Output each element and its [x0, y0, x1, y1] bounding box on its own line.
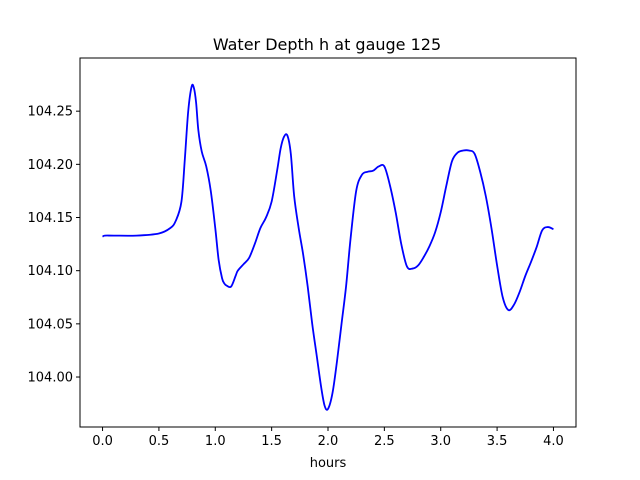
x-tick-label: 4.0	[543, 434, 564, 449]
series-layer	[102, 83, 554, 411]
x-tick-label: 1.0	[205, 434, 226, 449]
x-tick-label: 0.5	[149, 434, 170, 449]
x-tick-label: 3.0	[430, 434, 451, 449]
y-tick-label: 104.05	[28, 317, 74, 332]
y-tick-label: 104.00	[28, 371, 74, 386]
y-tick-label: 104.25	[28, 105, 74, 120]
plot-area	[79, 57, 577, 428]
x-axis-label: hours	[310, 456, 347, 471]
x-axis: 0.0 0.5 1.0 1.5 2.0 2.5 3.0 3.5 4.0	[92, 427, 564, 449]
y-tick-label: 104.15	[28, 211, 74, 226]
y-tick-label: 104.10	[28, 264, 74, 279]
x-tick-label: 2.0	[318, 434, 339, 449]
x-tick-label: 0.0	[92, 434, 113, 449]
x-tick-label: 1.5	[261, 434, 282, 449]
series-line	[102, 83, 554, 411]
y-axis: 104.00 104.05 104.10 104.15 104.20 104.25	[28, 105, 80, 386]
x-tick-label: 3.5	[487, 434, 508, 449]
x-tick-label: 2.5	[374, 434, 395, 449]
y-tick-label: 104.20	[28, 158, 74, 173]
chart-title: Water Depth h at gauge 125	[213, 35, 441, 54]
